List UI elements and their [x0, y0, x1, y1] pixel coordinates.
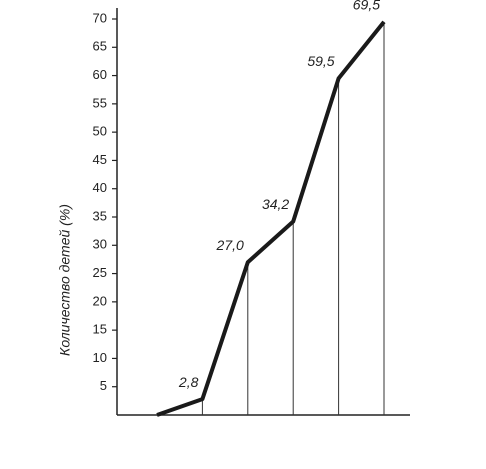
- y-tick-label: 60: [93, 67, 107, 82]
- y-tick-label: 10: [93, 350, 107, 365]
- y-tick-label: 30: [93, 237, 107, 252]
- y-tick-label: 55: [93, 95, 107, 110]
- y-tick-label: 20: [93, 293, 107, 308]
- y-tick-label: 40: [93, 180, 107, 195]
- y-tick-label: 35: [93, 208, 107, 223]
- value-label: 69,5: [353, 0, 380, 13]
- y-tick-label: 45: [93, 152, 107, 167]
- y-tick-label: 25: [93, 265, 107, 280]
- data-line: [156, 20, 386, 417]
- value-label: 27,0: [216, 237, 244, 253]
- value-label: 2,8: [178, 374, 199, 390]
- y-tick-label: 5: [100, 378, 107, 393]
- y-axis-label: Количество детей (%): [57, 204, 73, 356]
- y-tick-label: 65: [93, 39, 107, 54]
- y-tick-label: 70: [93, 10, 107, 25]
- y-tick-label: 15: [93, 322, 107, 337]
- value-label: 34,2: [262, 196, 289, 212]
- value-label: 59,5: [307, 53, 334, 69]
- y-tick-label: 50: [93, 124, 107, 139]
